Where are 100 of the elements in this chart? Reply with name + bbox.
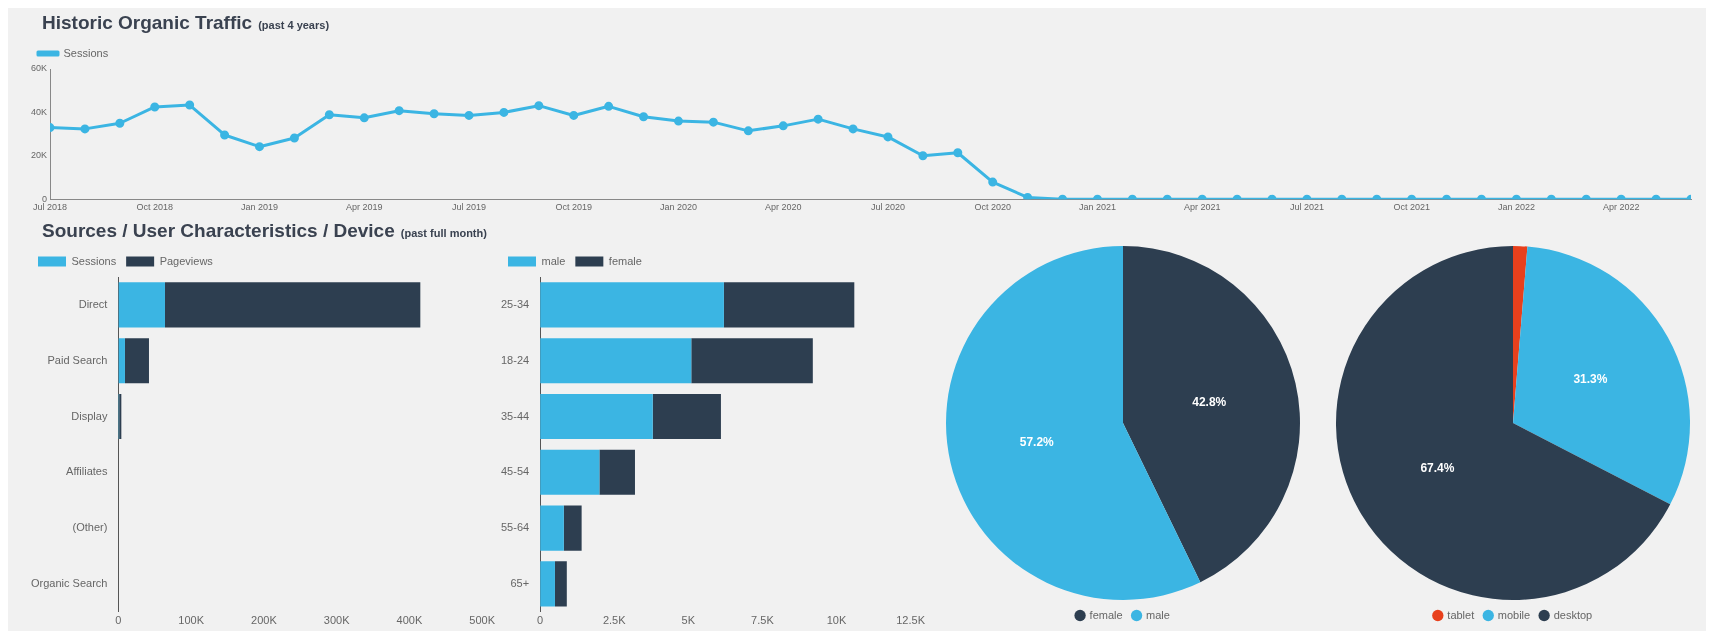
x-tick-label: Oct 2018 (136, 202, 174, 213)
legend-label: male (1146, 608, 1170, 621)
point (359, 113, 369, 123)
x-tick-label: Oct 2019 (555, 202, 592, 213)
point (220, 130, 230, 140)
bar (563, 505, 582, 551)
point (80, 124, 90, 134)
y-tick-label: 18-24 (500, 353, 530, 366)
legend-label: male (541, 254, 566, 267)
bar (118, 282, 165, 328)
x-tick-label: Oct 2020 (974, 202, 1011, 213)
point (569, 110, 579, 120)
y-tick-label: 55-64 (500, 521, 530, 534)
point (988, 177, 998, 187)
x-tick-label: Apr 2019 (345, 202, 383, 213)
bar (164, 282, 421, 328)
point (115, 118, 125, 128)
chart-subtitle: (past 4 years) (258, 19, 330, 31)
point (429, 109, 439, 119)
point (1023, 192, 1033, 200)
x-tick-label: Jul 2018 (33, 202, 68, 213)
point (883, 132, 893, 142)
legend-label: Pageviews (159, 254, 214, 267)
point (673, 116, 683, 126)
y-tick-label: 35-44 (500, 409, 530, 422)
x-tick-label: 5K (681, 614, 696, 627)
data-label: 42.8% (1192, 395, 1227, 410)
x-tick-label: Jul 2021 (1289, 202, 1324, 213)
x-tick-label: 0 (115, 614, 122, 627)
x-tick-label: Jan 2021 (1078, 202, 1116, 213)
x-tick-label: 100K (178, 614, 205, 627)
bar (540, 282, 724, 328)
y-tick-label: Paid Search (47, 353, 108, 366)
point (918, 151, 928, 161)
y-tick-label: Organic Search (30, 576, 108, 589)
point (848, 124, 858, 134)
y-tick-label: Display (71, 409, 108, 422)
x-tick-label: 12.5K (896, 614, 926, 627)
y-tick-label: (Other) (72, 521, 108, 534)
x-tick-label: 200K (251, 614, 278, 627)
x-tick-label: Jan 2020 (659, 202, 697, 213)
legend-label: female (1089, 608, 1123, 621)
legend-label: female (608, 254, 642, 267)
legend-label: mobile (1497, 608, 1531, 621)
point (150, 102, 160, 112)
bar (540, 449, 600, 495)
x-tick-label: 10K (826, 614, 847, 627)
chart-title: Historic Organic Traffic (42, 12, 253, 33)
y-tick-label: Direct (78, 297, 108, 310)
x-tick-label: Oct 2021 (1393, 202, 1430, 213)
bar (540, 505, 564, 551)
x-tick-label: 7.5K (751, 614, 775, 627)
point (604, 101, 614, 111)
x-tick-label: 0 (537, 614, 544, 627)
y-tick-label: 65+ (510, 576, 530, 589)
legend-label: Sessions (71, 254, 117, 267)
y-tick-label: Affiliates (66, 465, 108, 478)
point (708, 117, 718, 127)
bar (118, 338, 125, 384)
bar (652, 393, 721, 440)
bar (599, 449, 635, 495)
chart-title: Sources / User Characteristics / Device (42, 220, 395, 241)
bar (554, 561, 567, 607)
point (953, 148, 963, 158)
y-tick-label: 20K (31, 150, 48, 161)
bar (540, 393, 653, 440)
bar (124, 338, 149, 384)
point (813, 114, 823, 124)
data-label: 67.4% (1420, 461, 1455, 476)
point (289, 133, 299, 143)
point (778, 121, 788, 131)
y-tick-label: 40K (31, 106, 48, 117)
point (255, 142, 264, 152)
y-tick-label: 45-54 (500, 465, 530, 478)
bar (691, 338, 813, 384)
point (639, 112, 649, 122)
legend-label: desktop (1553, 608, 1593, 621)
x-tick-label: Apr 2022 (1602, 202, 1640, 213)
bar (540, 561, 555, 607)
x-tick-label: 2.5K (602, 614, 627, 627)
point (534, 101, 544, 111)
y-tick-label: 60K (31, 63, 48, 74)
x-tick-label: Apr 2021 (1183, 202, 1221, 213)
x-tick-label: Jan 2019 (240, 202, 279, 213)
point (394, 106, 404, 116)
x-tick-label: 400K (396, 614, 423, 627)
data-label: 57.2% (1019, 435, 1055, 450)
y-tick-label: 0 (42, 193, 48, 204)
x-tick-label: Jul 2020 (870, 202, 905, 213)
x-tick-label: 500K (469, 614, 496, 627)
y-tick-label: 25-34 (500, 297, 530, 310)
x-tick-label: Jul 2019 (451, 202, 486, 213)
chart-subtitle: (past full month) (400, 227, 487, 239)
legend-label: Sessions (63, 46, 109, 59)
x-tick-label: Apr 2020 (764, 202, 802, 213)
bar (723, 282, 855, 328)
x-tick-label: Jan 2022 (1497, 202, 1535, 213)
point (324, 110, 334, 120)
x-tick-label: 300K (323, 614, 351, 627)
point (499, 107, 509, 117)
